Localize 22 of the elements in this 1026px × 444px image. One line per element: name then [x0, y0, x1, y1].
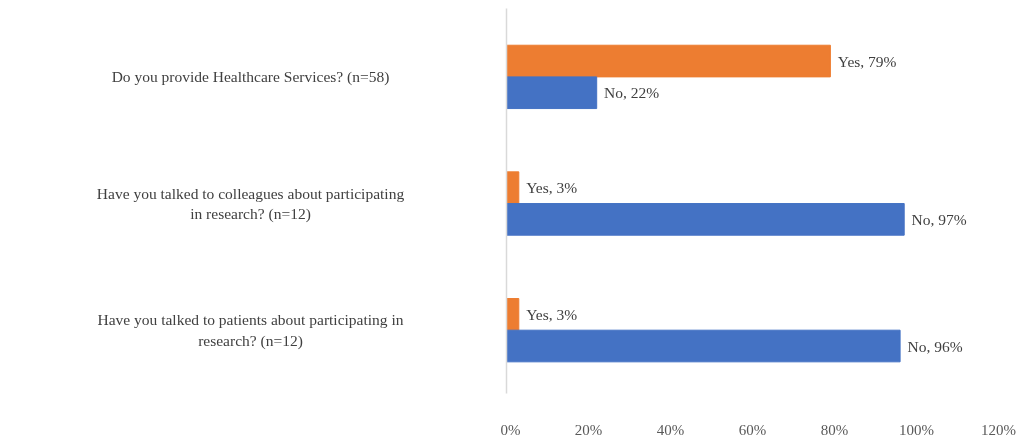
x-tick-label: 40% — [656, 421, 685, 438]
data-label: Yes, 79% — [837, 52, 897, 70]
x-tick-label: 80% — [820, 421, 849, 438]
bar — [506, 298, 520, 331]
bar — [506, 76, 598, 110]
bar — [506, 329, 901, 363]
data-label: Yes, 3% — [526, 305, 578, 323]
x-tick-label: 20% — [574, 421, 603, 438]
bar — [506, 171, 520, 205]
x-tick-label: 0% — [500, 421, 521, 438]
bar — [506, 44, 831, 78]
y-tick-label: Have you talked to colleagues about participating in research? (n=12) — [96, 184, 405, 224]
data-label: No, 22% — [604, 84, 660, 102]
y-tick-label: Do you provide Healthcare Services? (n=58) — [111, 68, 390, 87]
bar — [506, 203, 905, 236]
y-tick-label: Have you talked to patients about participating in research? (n=12) — [97, 311, 404, 350]
x-tick-label: 60% — [738, 421, 767, 438]
data-label: No, 97% — [911, 210, 967, 228]
data-label: Yes, 3% — [526, 179, 578, 197]
x-tick-label: 120% — [981, 421, 1016, 438]
x-tick-label: 100% — [899, 421, 934, 438]
data-label: No, 96% — [907, 337, 963, 355]
